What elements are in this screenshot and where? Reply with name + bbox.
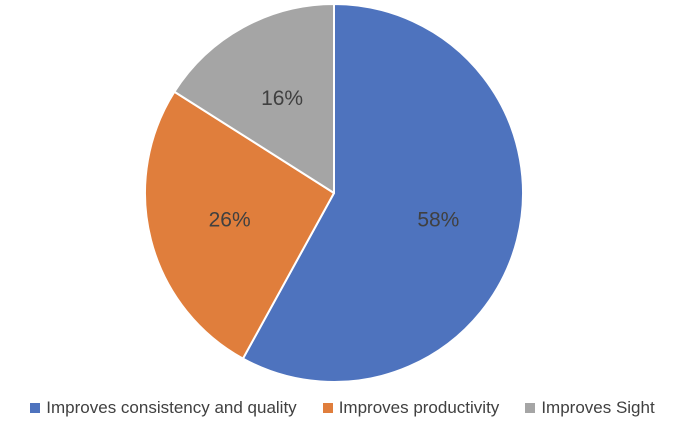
legend-swatch-productivity [322,403,333,413]
legend-swatch-sight [525,403,536,413]
data-label-productivity: 26% [209,208,251,231]
legend-label-consistency-quality: Improves consistency and quality [46,398,297,417]
data-label-consistency-quality: 58% [417,208,459,231]
chart-legend: Improves consistency and quality Improve… [0,396,685,420]
data-label-sight: 16% [261,87,303,110]
pie-slice-productivity [144,90,335,360]
legend-label-sight: Improves Sight [541,398,655,417]
legend-item-productivity: Improves productivity [322,398,500,418]
pie-slice-sight [173,3,335,194]
legend-item-sight: Improves Sight [525,398,655,418]
pie-slice-consistency-quality [241,3,524,383]
pie-slices [144,3,524,383]
legend-item-consistency-quality: Improves consistency and quality [30,398,297,418]
legend-swatch-consistency-quality [30,403,41,413]
pie-data-labels: 58% 26% 16% [209,87,460,231]
legend-label-productivity: Improves productivity [338,398,500,417]
